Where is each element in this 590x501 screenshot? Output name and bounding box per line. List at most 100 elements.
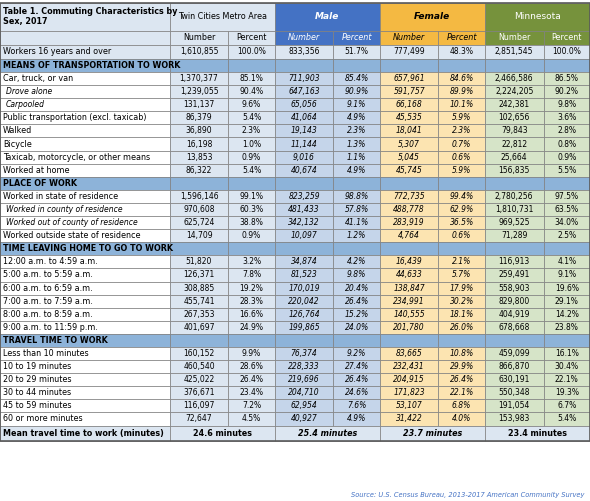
Text: Bicycle: Bicycle bbox=[3, 139, 32, 148]
Bar bbox=[380, 321, 438, 334]
Bar bbox=[333, 124, 380, 137]
Bar bbox=[438, 269, 485, 282]
Bar bbox=[438, 177, 485, 190]
Bar bbox=[275, 137, 333, 151]
Text: 102,656: 102,656 bbox=[499, 113, 530, 122]
Text: 9.6%: 9.6% bbox=[242, 100, 261, 109]
Bar bbox=[275, 203, 333, 216]
Text: 45,745: 45,745 bbox=[396, 166, 422, 175]
Bar bbox=[275, 386, 333, 399]
Text: 15.2%: 15.2% bbox=[345, 310, 369, 319]
Text: 401,697: 401,697 bbox=[183, 323, 215, 332]
Text: 40,927: 40,927 bbox=[291, 414, 317, 423]
Bar bbox=[543, 229, 590, 242]
Bar bbox=[438, 242, 485, 256]
Text: Percent: Percent bbox=[552, 33, 582, 42]
Text: 0.7%: 0.7% bbox=[452, 139, 471, 148]
Text: 36.5%: 36.5% bbox=[450, 218, 474, 227]
Text: 24.0%: 24.0% bbox=[345, 323, 369, 332]
Bar bbox=[275, 151, 333, 164]
Text: 160,152: 160,152 bbox=[183, 349, 215, 358]
Text: 267,353: 267,353 bbox=[183, 310, 215, 319]
Bar bbox=[333, 269, 380, 282]
Text: 30.2%: 30.2% bbox=[450, 297, 474, 306]
Bar bbox=[438, 151, 485, 164]
Bar bbox=[170, 282, 228, 295]
Bar bbox=[228, 308, 275, 321]
Bar bbox=[228, 347, 275, 360]
Bar bbox=[543, 164, 590, 177]
Bar bbox=[380, 425, 485, 441]
Bar bbox=[333, 373, 380, 386]
Bar bbox=[228, 151, 275, 164]
Bar bbox=[275, 256, 333, 269]
Text: 459,099: 459,099 bbox=[499, 349, 530, 358]
Text: 19.6%: 19.6% bbox=[555, 284, 579, 293]
Bar bbox=[380, 190, 438, 203]
Text: 126,371: 126,371 bbox=[183, 271, 215, 280]
Bar bbox=[333, 282, 380, 295]
Bar bbox=[543, 242, 590, 256]
Bar bbox=[275, 334, 333, 347]
Bar bbox=[275, 190, 333, 203]
Text: 36,890: 36,890 bbox=[186, 126, 212, 135]
Text: 57.8%: 57.8% bbox=[345, 205, 369, 214]
Text: 86,322: 86,322 bbox=[186, 166, 212, 175]
Bar bbox=[380, 412, 438, 425]
Bar bbox=[543, 59, 590, 72]
Bar bbox=[438, 347, 485, 360]
Bar bbox=[275, 98, 333, 111]
Bar bbox=[170, 31, 228, 45]
Bar bbox=[275, 229, 333, 242]
Bar bbox=[228, 59, 275, 72]
Bar bbox=[275, 216, 333, 229]
Bar bbox=[333, 412, 380, 425]
Bar bbox=[0, 216, 170, 229]
Bar bbox=[228, 282, 275, 295]
Text: 24.6 minutes: 24.6 minutes bbox=[193, 428, 252, 437]
Text: 7.6%: 7.6% bbox=[347, 401, 366, 410]
Text: Worked outside state of residence: Worked outside state of residence bbox=[3, 231, 140, 240]
Text: 86.5%: 86.5% bbox=[555, 74, 579, 83]
Bar bbox=[228, 269, 275, 282]
Bar bbox=[333, 98, 380, 111]
Text: 308,885: 308,885 bbox=[183, 284, 215, 293]
Bar bbox=[438, 137, 485, 151]
Bar bbox=[485, 45, 543, 59]
Bar bbox=[228, 111, 275, 124]
Bar bbox=[275, 124, 333, 137]
Text: 10.1%: 10.1% bbox=[450, 100, 474, 109]
Text: 26.4%: 26.4% bbox=[240, 375, 264, 384]
Text: 10 to 19 minutes: 10 to 19 minutes bbox=[3, 362, 71, 371]
Bar bbox=[543, 386, 590, 399]
Text: 41,064: 41,064 bbox=[291, 113, 317, 122]
Text: 26.4%: 26.4% bbox=[450, 375, 474, 384]
Text: Source: U.S. Census Bureau, 2013-2017 American Community Survey: Source: U.S. Census Bureau, 2013-2017 Am… bbox=[350, 492, 584, 498]
Text: 22.1%: 22.1% bbox=[555, 375, 579, 384]
Bar bbox=[543, 295, 590, 308]
Bar bbox=[543, 373, 590, 386]
Text: 170,019: 170,019 bbox=[289, 284, 320, 293]
Text: 4.0%: 4.0% bbox=[452, 414, 471, 423]
Text: 126,764: 126,764 bbox=[289, 310, 320, 319]
Text: 678,668: 678,668 bbox=[499, 323, 530, 332]
Bar bbox=[438, 98, 485, 111]
Text: Worked at home: Worked at home bbox=[3, 166, 70, 175]
Text: 38.8%: 38.8% bbox=[240, 218, 264, 227]
Text: 62.9%: 62.9% bbox=[450, 205, 474, 214]
Bar bbox=[170, 269, 228, 282]
Text: 22,812: 22,812 bbox=[501, 139, 527, 148]
Text: 66,168: 66,168 bbox=[396, 100, 422, 109]
Bar bbox=[380, 137, 438, 151]
Text: 29.9%: 29.9% bbox=[450, 362, 474, 371]
Text: Mean travel time to work (minutes): Mean travel time to work (minutes) bbox=[3, 428, 164, 437]
Text: 11,144: 11,144 bbox=[291, 139, 317, 148]
Bar bbox=[485, 177, 543, 190]
Text: 1.3%: 1.3% bbox=[347, 139, 366, 148]
Bar bbox=[275, 242, 333, 256]
Text: 1.1%: 1.1% bbox=[347, 153, 366, 162]
Bar bbox=[380, 45, 438, 59]
Text: Worked out of county of residence: Worked out of county of residence bbox=[6, 218, 137, 227]
Text: 85.4%: 85.4% bbox=[345, 74, 369, 83]
Text: 51.7%: 51.7% bbox=[345, 48, 369, 56]
